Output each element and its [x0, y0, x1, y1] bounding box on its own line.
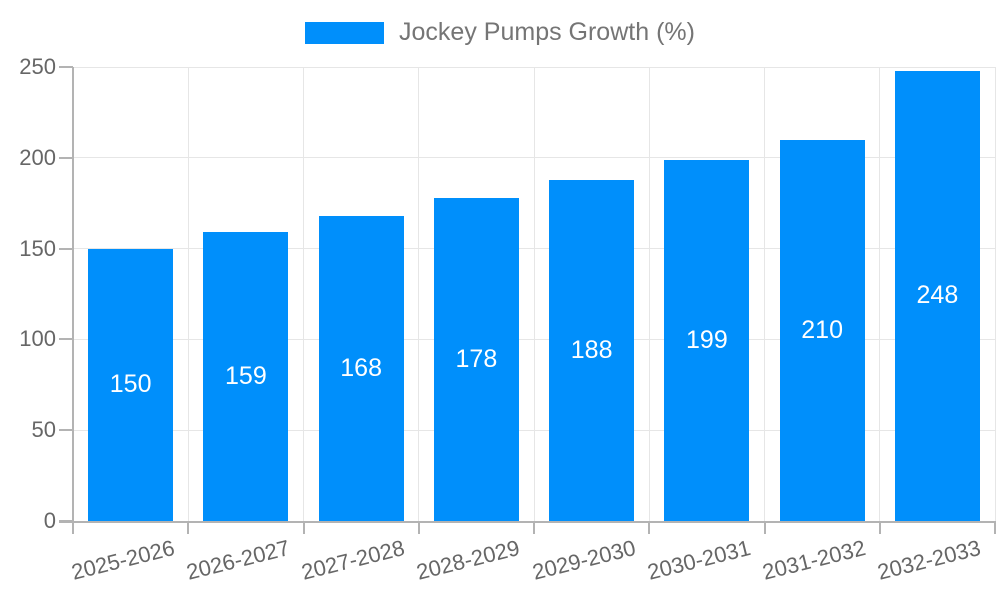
x-axis-tick [878, 521, 881, 534]
bar-value-label: 150 [109, 370, 152, 399]
y-axis-tick [59, 429, 73, 432]
x-gridline [648, 67, 650, 521]
bar-value-label: 168 [340, 353, 382, 382]
y-axis-line [72, 67, 74, 534]
x-gridline [303, 67, 304, 521]
x-gridline [764, 67, 765, 521]
bar[interactable]: 210 [779, 139, 865, 521]
y-axis-tick-label: 250 [19, 54, 56, 79]
bar-value-label: 248 [916, 281, 959, 310]
y-axis-tick-label: 100 [19, 326, 56, 352]
x-gridline [533, 67, 535, 521]
legend[interactable]: Jockey Pumps Growth (%) [0, 18, 1000, 47]
x-gridline [879, 67, 881, 521]
bar[interactable]: 178 [433, 197, 519, 521]
x-axis-tick [648, 521, 651, 534]
y-axis-tick-label: 0 [43, 508, 56, 533]
x-axis-tick [187, 521, 190, 534]
x-axis-tick [763, 521, 766, 534]
legend-series-label: Jockey Pumps Growth (%) [399, 18, 695, 46]
x-axis-tick [302, 521, 305, 534]
bar-value-label: 188 [570, 335, 613, 364]
x-axis-tick [994, 521, 996, 534]
y-axis-tick [59, 66, 73, 68]
bar-value-label: 199 [686, 325, 728, 354]
y-axis-tick [59, 338, 73, 341]
y-axis-tick-label: 200 [19, 144, 56, 170]
y-axis-tick [59, 247, 73, 250]
bar[interactable]: 188 [549, 179, 635, 521]
x-axis-tick [417, 521, 420, 534]
bar-value-label: 178 [455, 344, 498, 373]
bar[interactable]: 150 [88, 248, 174, 521]
x-axis-tick [533, 521, 535, 534]
x-gridline [994, 67, 996, 521]
bar-value-label: 210 [801, 315, 843, 344]
y-axis-tick-label: 50 [31, 417, 56, 443]
bar-value-label: 159 [225, 362, 267, 391]
bar[interactable]: 248 [894, 70, 980, 521]
bar[interactable]: 168 [318, 215, 404, 521]
y-axis-tick [59, 156, 73, 159]
x-gridline [418, 67, 420, 521]
bar[interactable]: 199 [664, 159, 750, 521]
bar[interactable]: 159 [203, 232, 289, 521]
legend-series-swatch [305, 21, 385, 44]
y-axis-tick-label: 150 [19, 235, 56, 261]
x-axis-line [59, 521, 995, 523]
x-gridline [187, 67, 189, 521]
